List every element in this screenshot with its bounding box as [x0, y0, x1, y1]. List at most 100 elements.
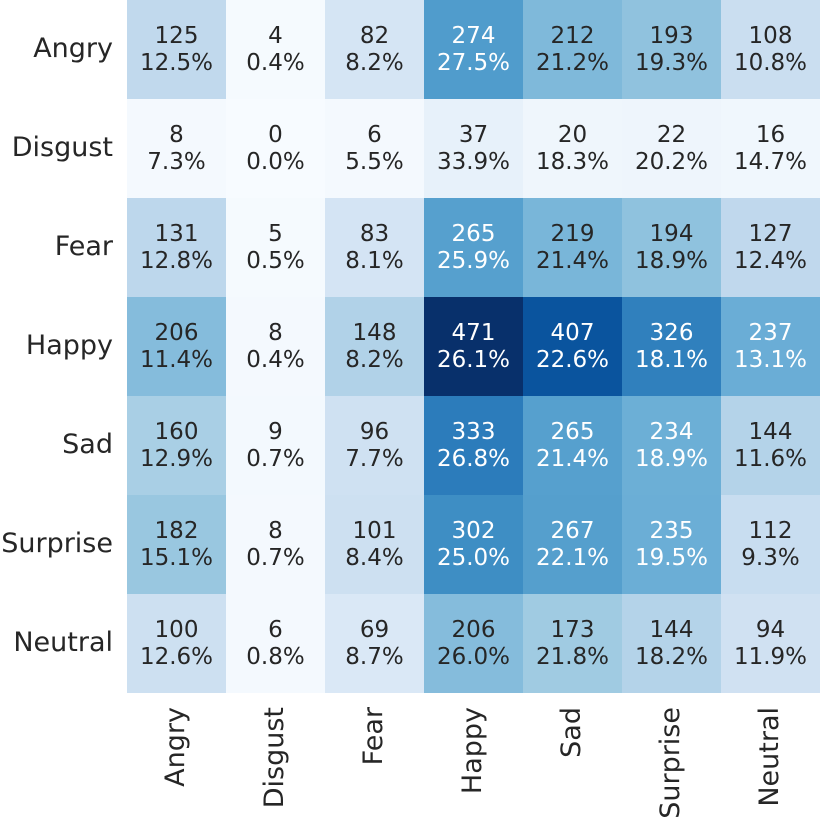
cell-count-label: 108	[749, 23, 793, 49]
row-label-fear: Fear	[55, 231, 114, 262]
heatmap-cell-rect	[523, 99, 622, 198]
cell-count-label: 148	[353, 320, 397, 346]
heatmap-cell-rect	[622, 297, 721, 396]
cell-count-label: 194	[650, 221, 694, 247]
row-label-surprise: Surprise	[1, 528, 113, 559]
cell-count-label: 274	[452, 23, 496, 49]
cell-neutral-fear: 698.7%	[325, 594, 424, 693]
cell-percent-label: 19.3%	[635, 50, 708, 76]
cell-percent-label: 10.8%	[734, 50, 807, 76]
cell-percent-label: 12.5%	[140, 50, 213, 76]
cell-percent-label: 12.9%	[140, 446, 213, 472]
heatmap-cell-rect	[424, 495, 523, 594]
heatmap-cell-rect	[622, 495, 721, 594]
cell-count-label: 326	[650, 320, 694, 346]
heatmap-cell-rect	[622, 396, 721, 495]
column-label-disgust: Disgust	[259, 707, 290, 808]
cell-count-label: 6	[367, 122, 382, 148]
cell-percent-label: 19.5%	[635, 545, 708, 571]
cell-percent-label: 0.7%	[246, 545, 304, 571]
cell-fear-fear: 838.1%	[325, 198, 424, 297]
cell-count-label: 206	[155, 320, 199, 346]
cell-count-label: 96	[360, 419, 389, 445]
row-label-angry: Angry	[33, 33, 113, 64]
cell-count-label: 144	[749, 419, 793, 445]
cell-count-label: 160	[155, 419, 199, 445]
cell-count-label: 5	[268, 221, 283, 247]
cell-percent-label: 8.4%	[345, 545, 403, 571]
cell-percent-label: 22.1%	[536, 545, 609, 571]
cell-percent-label: 0.0%	[246, 149, 304, 175]
cell-count-label: 112	[749, 518, 793, 544]
cell-neutral-disgust: 60.8%	[226, 594, 325, 693]
cell-percent-label: 12.8%	[140, 248, 213, 274]
cell-percent-label: 11.9%	[734, 644, 807, 670]
cell-count-label: 100	[155, 617, 199, 643]
cell-count-label: 22	[657, 122, 686, 148]
cell-percent-label: 26.8%	[437, 446, 510, 472]
column-label-sad: Sad	[556, 707, 587, 758]
column-label-surprise: Surprise	[655, 707, 686, 819]
cell-happy-disgust: 80.4%	[226, 297, 325, 396]
cell-percent-label: 7.3%	[147, 149, 205, 175]
heatmap-cell-rect	[523, 495, 622, 594]
column-label-angry: Angry	[160, 707, 191, 787]
cell-percent-label: 14.7%	[734, 149, 807, 175]
row-label-neutral: Neutral	[13, 627, 113, 658]
heatmap-cell-rect	[523, 198, 622, 297]
heatmap-cell-rect	[523, 297, 622, 396]
heatmap-cell-rect	[721, 0, 820, 99]
cell-angry-fear: 828.2%	[325, 0, 424, 99]
cell-count-label: 267	[551, 518, 595, 544]
heatmap-cell-rect	[622, 594, 721, 693]
cell-percent-label: 21.4%	[536, 248, 609, 274]
cell-count-label: 94	[756, 617, 785, 643]
cell-percent-label: 18.3%	[536, 149, 609, 175]
heatmap-cell-rect	[424, 297, 523, 396]
cell-percent-label: 18.9%	[635, 446, 708, 472]
heatmap-cell-rect	[721, 495, 820, 594]
cell-disgust-fear: 65.5%	[325, 99, 424, 198]
heatmap-cell-rect	[622, 99, 721, 198]
cell-count-label: 125	[155, 23, 199, 49]
heatmap-cell-rect	[226, 297, 325, 396]
row-tick-labels: Angry Disgust Fear Happy Sad Surprise Neutral	[1, 33, 114, 658]
heatmap-cell-rect	[325, 396, 424, 495]
heatmap-cell-rect	[721, 198, 820, 297]
heatmap-cell-rect	[622, 198, 721, 297]
cell-count-label: 333	[452, 419, 496, 445]
heatmap-cell-rect	[721, 396, 820, 495]
cell-percent-label: 11.6%	[734, 446, 807, 472]
heatmap-cell-rect	[226, 396, 325, 495]
cell-count-label: 193	[650, 23, 694, 49]
column-label-fear: Fear	[358, 706, 389, 765]
heatmap-cell-rect	[127, 297, 226, 396]
heatmap-cell-rect	[325, 495, 424, 594]
heatmap-cell-rect	[523, 594, 622, 693]
cell-percent-label: 15.1%	[140, 545, 213, 571]
heatmap-cell-rect	[127, 396, 226, 495]
heatmap-cell-rect	[424, 99, 523, 198]
cell-count-label: 237	[749, 320, 793, 346]
heatmap-cell-rect	[424, 396, 523, 495]
